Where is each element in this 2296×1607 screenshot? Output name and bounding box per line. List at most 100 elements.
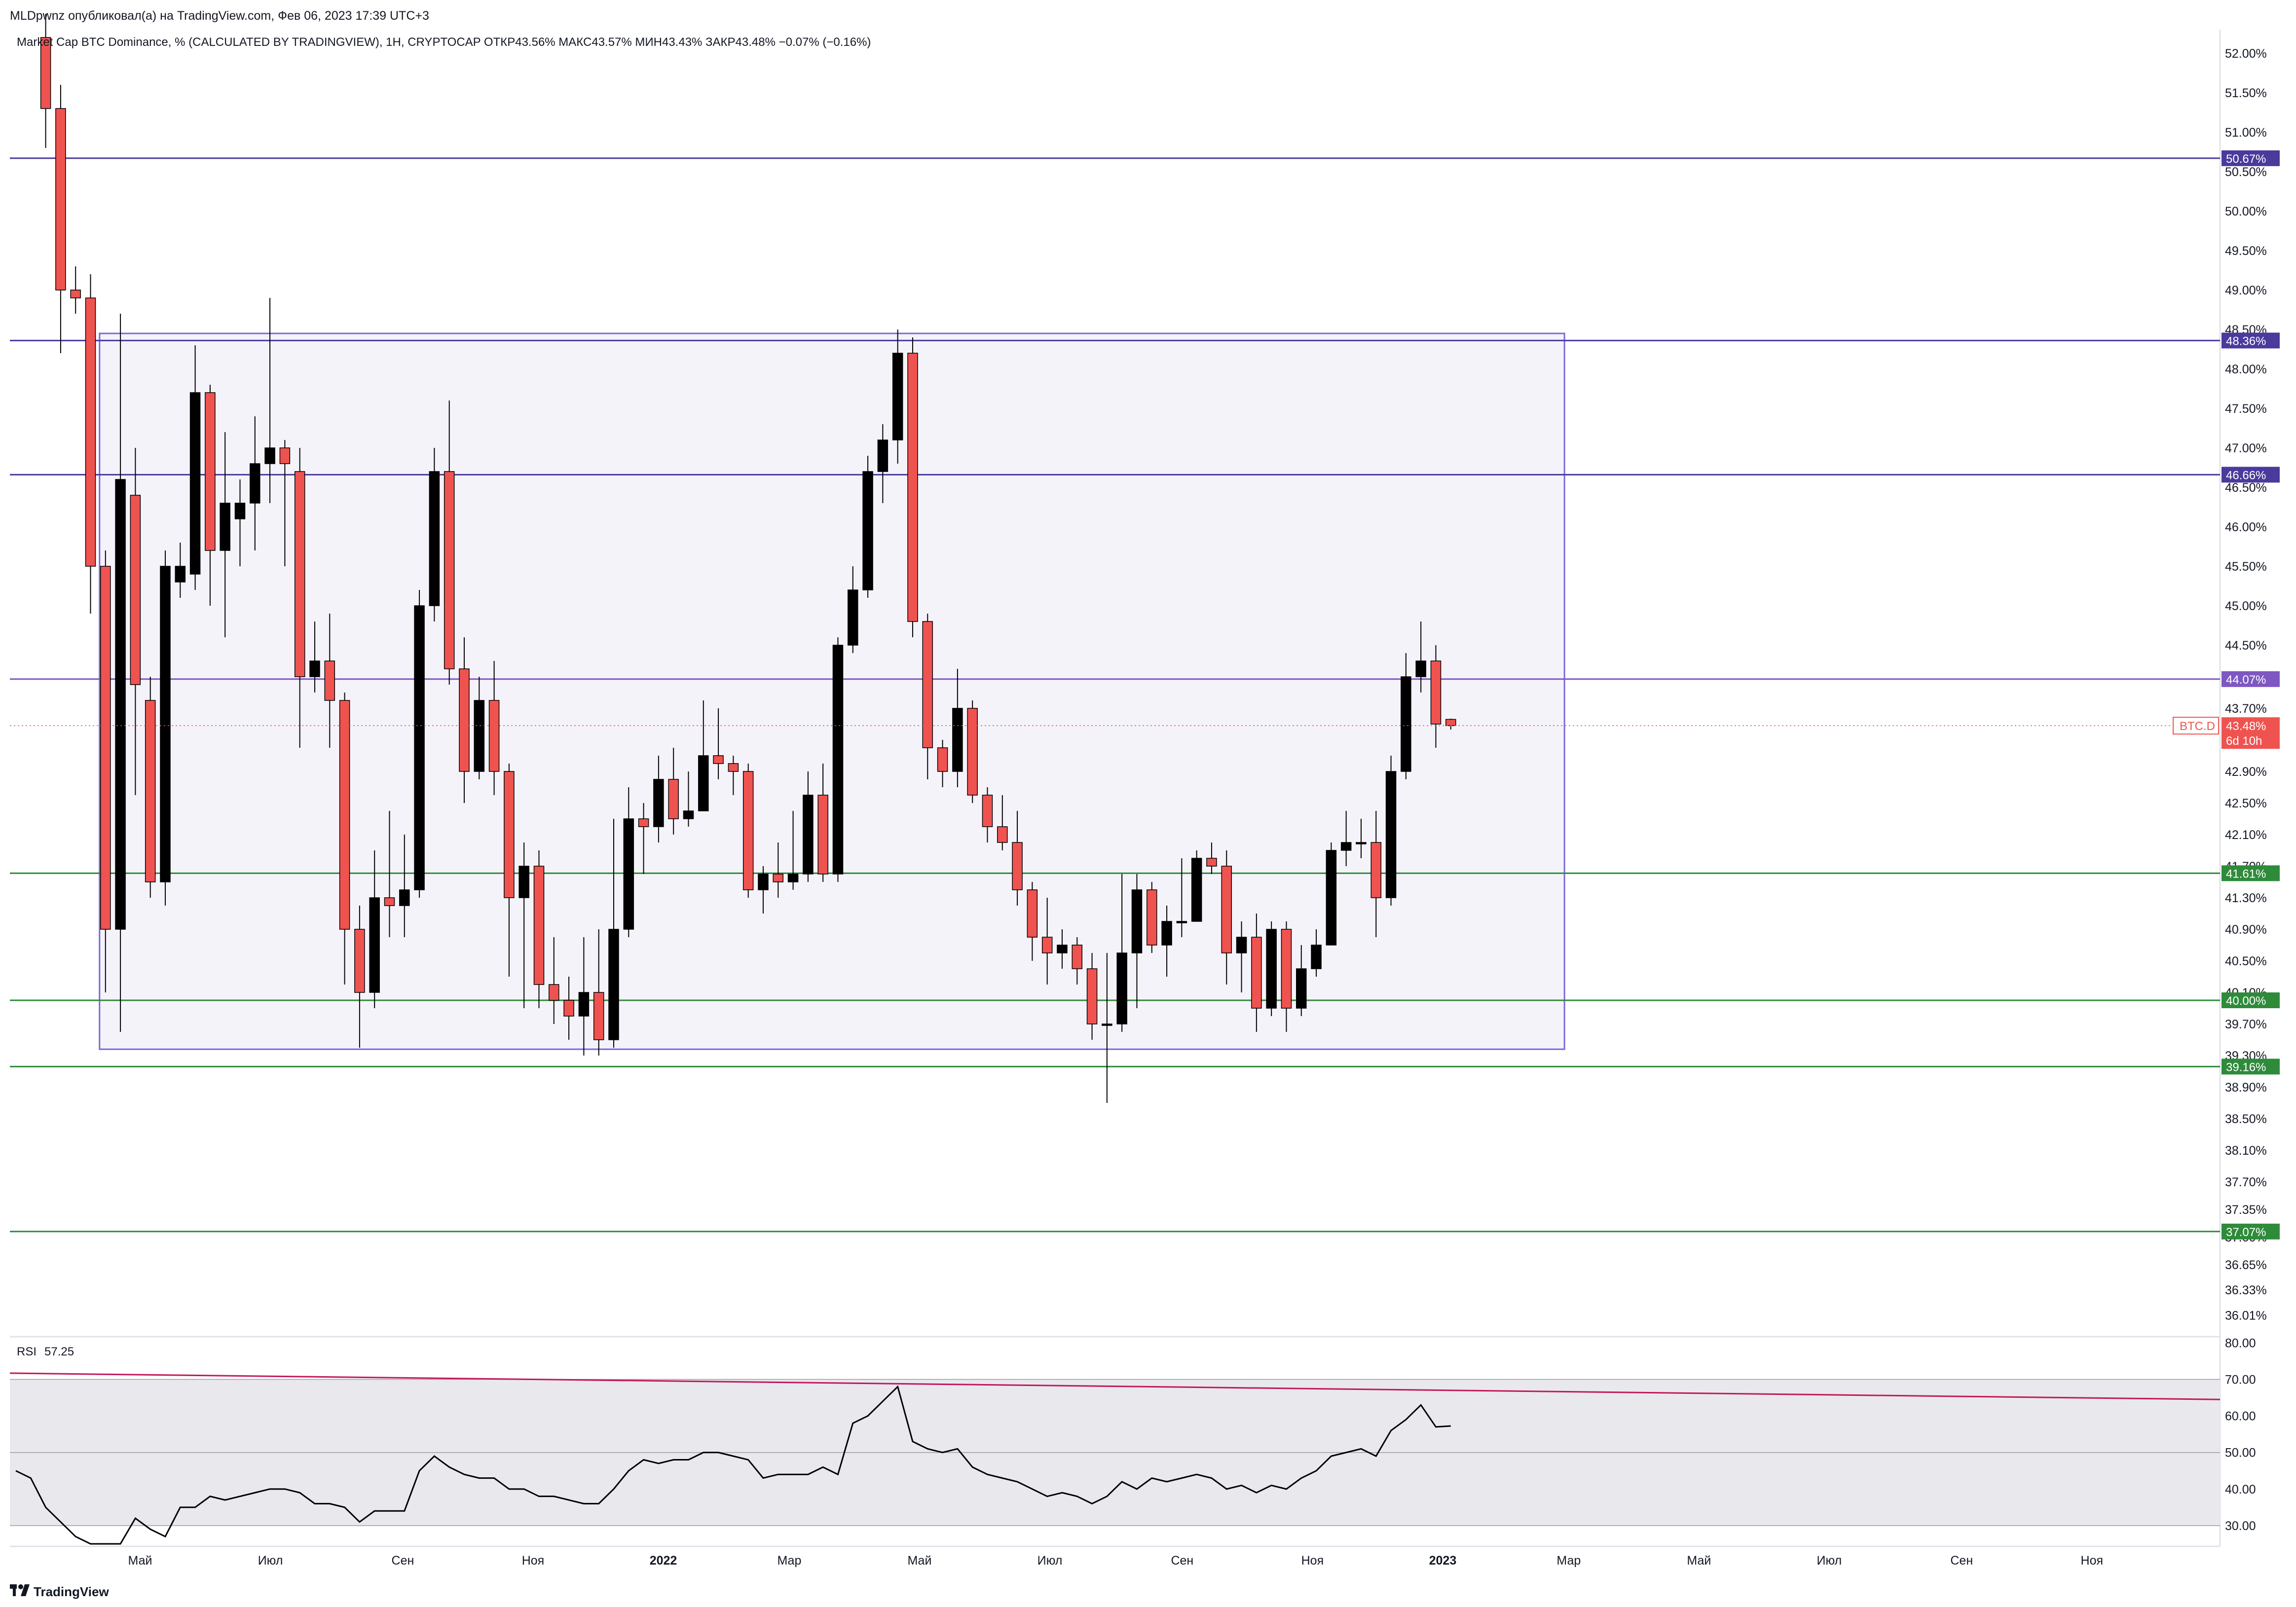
candle-body-up <box>1326 850 1337 946</box>
candle <box>982 787 993 842</box>
candle <box>1236 921 1247 992</box>
level-badge <box>2222 992 2280 1008</box>
candle-body-down <box>504 771 515 898</box>
candle-body-down <box>1370 842 1382 898</box>
price-tick-label: 36.01% <box>2225 1309 2267 1322</box>
candle-body-down <box>549 984 559 1001</box>
candle <box>1311 929 1322 977</box>
candle <box>1370 811 1382 937</box>
candle-body-down <box>997 826 1008 843</box>
candle-body-up <box>862 471 873 590</box>
price-tick-label: 51.00% <box>2225 126 2267 140</box>
price-tick-label: 42.10% <box>2225 828 2267 842</box>
candle-body-down <box>593 992 604 1040</box>
candle <box>1027 882 1038 961</box>
candle <box>563 977 574 1040</box>
candle-body-up <box>1415 660 1426 677</box>
candle <box>414 590 425 898</box>
candle-body-down <box>444 471 455 669</box>
candle-body-up <box>518 866 529 898</box>
candle-body-up <box>1236 937 1247 953</box>
candle-body-up <box>848 589 858 646</box>
candle <box>175 543 186 598</box>
candle <box>1401 653 1411 779</box>
price-tick-label: 37.70% <box>2225 1175 2267 1189</box>
candle-body-down <box>728 763 739 772</box>
candle <box>997 795 1008 850</box>
candle <box>85 274 96 614</box>
candle <box>369 850 380 1008</box>
candle-body-up <box>683 810 694 819</box>
candle <box>130 448 141 795</box>
candle-body-down <box>339 700 350 930</box>
rsi-tick-label: 80.00 <box>2225 1336 2256 1350</box>
rsi-trendline <box>9 1372 2221 1400</box>
candle-body-down <box>1072 945 1083 969</box>
candle-body-down <box>55 108 66 291</box>
candle-body-down <box>982 795 993 827</box>
range-box-layer <box>99 332 1565 1050</box>
candle <box>1281 921 1292 1032</box>
candle <box>504 764 515 977</box>
candle <box>728 756 739 795</box>
candle <box>40 14 51 148</box>
candle <box>877 424 889 503</box>
candle-body-down <box>922 621 933 748</box>
candle-body-up <box>309 660 320 677</box>
candle-body-up <box>1161 921 1172 946</box>
candle <box>1057 929 1068 969</box>
candle-body-down <box>1281 929 1292 1009</box>
candle-body-up <box>414 605 425 890</box>
candle-body-up <box>1266 929 1277 1009</box>
price-tick-label: 42.50% <box>2225 797 2267 810</box>
price-tick-label: 38.50% <box>2225 1112 2267 1126</box>
candle-body-down <box>1147 889 1157 946</box>
candle-body-up <box>1057 945 1068 953</box>
price-tick-label: 37.35% <box>2225 1203 2267 1217</box>
tradingview-wordmark: TradingView <box>34 1584 109 1599</box>
time-tick-label: Ноя <box>522 1554 545 1568</box>
candle-body-up <box>115 479 126 930</box>
price-tick-label: 49.00% <box>2225 284 2267 297</box>
candle <box>892 329 903 464</box>
time-tick-label: Май <box>907 1554 931 1568</box>
candle <box>55 85 66 353</box>
candle-body-down <box>459 668 470 772</box>
price-tick-label: 36.33% <box>2225 1283 2267 1297</box>
price-tick-label: 46.00% <box>2225 520 2267 534</box>
candle <box>444 401 455 685</box>
candle <box>1251 913 1262 1032</box>
price-tick-label: 46.50% <box>2225 481 2267 495</box>
candle <box>399 835 410 937</box>
time-tick-label: Июл <box>1037 1554 1063 1568</box>
level-badge-label: 39.16% <box>2226 1060 2266 1074</box>
candle <box>115 314 126 1032</box>
candle-body-down <box>713 755 724 764</box>
candle <box>578 937 590 1056</box>
candle-body-up <box>1340 842 1352 851</box>
symbol-tag-label: BTC.D <box>2180 720 2215 733</box>
candle-body-up <box>608 929 619 1040</box>
candle-body-down <box>533 866 545 985</box>
price-tick-label: 41.30% <box>2225 891 2267 905</box>
candle-body-up <box>175 566 186 583</box>
candle <box>100 550 111 992</box>
price-tick-label: 50.50% <box>2225 165 2267 179</box>
price-axis: 52.00% 51.50% 51.00% 50.50% 50.00% 49.50% 49.0… <box>2222 47 2280 1322</box>
candle-body-down <box>1430 660 1442 725</box>
rsi-tick-label: 30.00 <box>2225 1519 2256 1533</box>
candle-body-down <box>324 660 335 701</box>
candle <box>967 700 978 803</box>
time-tick-label: 2023 <box>1429 1554 1457 1568</box>
candle <box>773 842 784 898</box>
candle <box>1206 842 1217 874</box>
level-badge-label: 41.61% <box>2226 867 2266 880</box>
price-tick-label: 47.00% <box>2225 441 2267 455</box>
candle-body-down <box>294 471 305 677</box>
candle-body-down <box>1221 866 1232 953</box>
candle <box>1131 874 1143 1008</box>
rsi-series-line <box>15 1385 1451 1545</box>
level-badge <box>2222 671 2280 687</box>
rsi-tick-label: 50.00 <box>2225 1446 2256 1460</box>
